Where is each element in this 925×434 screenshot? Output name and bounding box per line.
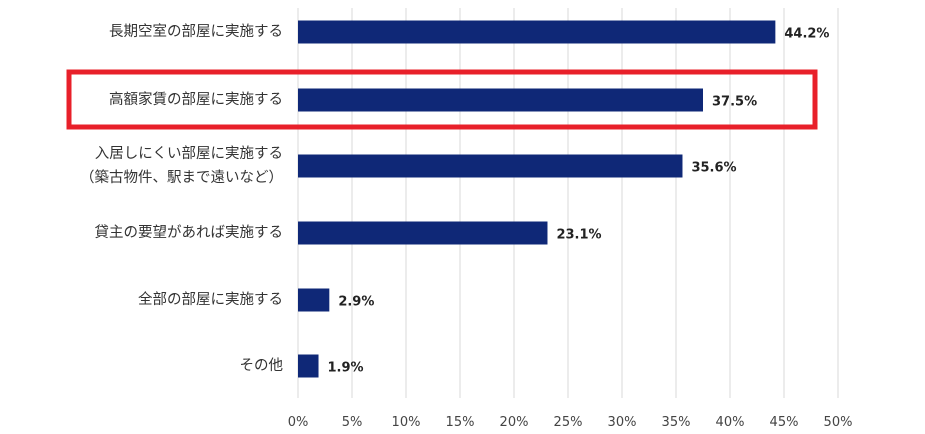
value-label: 1.9%: [328, 361, 364, 376]
x-tick-label: 0%: [288, 415, 309, 430]
value-label: 35.6%: [691, 161, 736, 176]
bar: [298, 288, 330, 312]
bars: [298, 20, 776, 378]
bar: [298, 88, 703, 112]
x-tick-label: 30%: [608, 415, 637, 430]
category-label: （築古物件、駅まで遠いなど）: [80, 168, 283, 186]
highlight-box: [66, 69, 818, 130]
x-tick-label: 10%: [392, 415, 421, 430]
x-tick-label: 20%: [500, 415, 529, 430]
x-tick-label: 25%: [554, 415, 583, 430]
x-axis-tick-labels: 0% 5% 10% 15% 20% 25% 30% 35% 40% 45% 50%: [288, 415, 853, 430]
category-label: その他: [240, 357, 284, 374]
bar: [298, 154, 683, 178]
x-tick-label: 35%: [662, 415, 691, 430]
highlight-rectangle: [66, 69, 818, 130]
x-tick-label: 15%: [446, 415, 475, 430]
x-tick-label: 5%: [342, 415, 363, 430]
value-label: 44.2%: [784, 27, 829, 42]
x-tick-label: 45%: [770, 415, 799, 430]
value-labels: 44.2% 37.5% 35.6% 23.1% 2.9% 1.9%: [328, 27, 830, 376]
bar: [298, 354, 319, 378]
category-label: 高額家賃の部屋に実施する: [109, 91, 283, 108]
category-label: 貸主の要望があれば実施する: [95, 224, 284, 241]
value-label: 37.5%: [712, 95, 757, 110]
bar: [298, 20, 776, 44]
bar: [298, 221, 548, 245]
value-label: 23.1%: [556, 228, 601, 243]
x-tick-label: 50%: [824, 415, 853, 430]
x-tick-label: 40%: [716, 415, 745, 430]
grid-lines: [297, 8, 839, 398]
category-label: 長期空室の部屋に実施する: [109, 23, 283, 40]
category-label: 全部の部屋に実施する: [138, 290, 283, 308]
value-label: 2.9%: [338, 295, 374, 310]
category-label: 入居しにくい部屋に実施する: [95, 145, 283, 162]
